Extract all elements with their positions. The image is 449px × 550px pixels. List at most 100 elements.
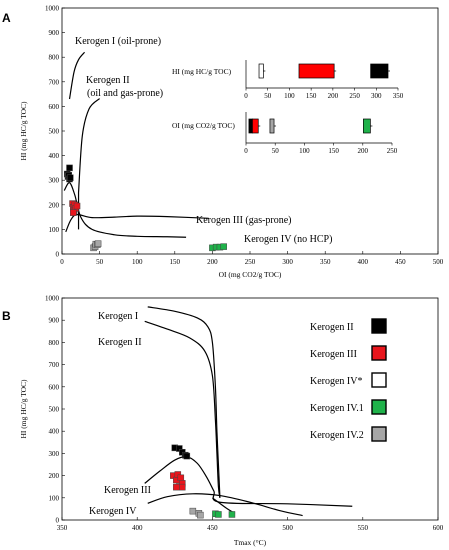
y-tick-label: 0 [56,251,60,259]
x-tick-label: 600 [433,524,444,532]
point-kerogen-iv-1 [228,511,236,518]
inset-tick-label: 250 [349,92,360,100]
inset-tick-label: 200 [358,147,369,155]
x-tick-label: 250 [245,258,256,266]
point-kerogen-ii [67,174,74,181]
y-tick-label: 900 [49,317,60,325]
x-tick-label: 550 [358,524,369,532]
inset-oi-ticks: 0 50 100 150 200 250 [244,143,398,155]
inset-bar-kerogen-iii [252,118,259,134]
y-tick-label: 900 [49,29,60,37]
y-tick-label: 800 [49,339,60,347]
panel-a-points [64,164,227,252]
x-tick-label: 400 [358,258,369,266]
x-tick-label: 100 [132,258,143,266]
inset-oi-label: OI (mg CO2/g TOC) [172,121,235,130]
point-kerogen-iii [73,202,81,210]
panel-b-points [170,444,236,519]
panel-a-y-ticks: 0 100 200 300 400 500 600 700 800 900 1000 [45,5,65,259]
inset-tick-label: 50 [264,92,272,100]
legend-swatch-kerogen-iv [371,372,387,388]
x-tick-label: 450 [395,258,406,266]
curve-k2lower [63,182,187,238]
curve-k3 [144,456,353,507]
x-tick-label: 200 [207,258,218,266]
y-tick-label: 200 [49,472,60,480]
point-kerogen-ii [66,164,73,172]
point-kerogen-iv-1 [220,243,227,250]
curve-k4 [147,493,303,517]
inset-tick-label: 0 [244,147,248,155]
point-kerogen-iv-2 [189,507,197,515]
legend-label-kerogen-iii: Kerogen III [310,349,357,360]
panel-b: B 0 100 200 300 400 500 600 700 800 900 1000 350 40… [2,295,444,548]
label-kerogen-ii: Kerogen II [86,75,130,86]
point-kerogen-iii [70,209,77,216]
point-kerogen-ii [183,452,191,460]
inset-hi: HI (mg HC/g TOC) 0 50 100 150 200 250 300 350 [172,60,404,100]
panel-b-x-ticks: 350 400 450 500 550 600 [57,517,444,532]
point-kerogen-iii [179,483,186,491]
inset-tick-label: 150 [306,92,317,100]
x-tick-label: 450 [207,524,218,532]
point-kerogen-iii [173,483,180,491]
x-tick-label: 350 [57,524,68,532]
panel-b-label: B [2,309,11,323]
y-tick-label: 300 [49,450,60,458]
inset-hi-ticks: 0 50 100 150 200 250 300 350 [244,88,404,100]
y-tick-label: 100 [49,226,60,234]
y-tick-label: 0 [56,517,60,525]
inset-tick-label: 250 [387,147,398,155]
inset-bar-kerogen-iv-1 [363,118,371,134]
y-tick-label: 100 [49,494,60,502]
inset-tick-label: 150 [328,147,339,155]
y-tick-label: 500 [49,406,60,414]
inset-tick-label: 300 [371,92,382,100]
label-kerogen-i-oil-prone: Kerogen I (oil-prone) [75,36,161,47]
inset-bar-kerogen-iv-2 [269,118,275,134]
point-kerogen-iv-2 [197,511,204,519]
curve-k1 [147,306,221,498]
x-tick-label: 0 [60,258,64,266]
y-tick-label: 600 [49,103,60,111]
x-tick-label: 500 [433,258,444,266]
curve-k2 [144,320,221,498]
x-tick-label: 150 [170,258,181,266]
point-kerogen-iii [177,474,185,482]
inset-tick-label: 100 [299,147,310,155]
legend-swatch-kerogen-iii [371,345,387,361]
x-tick-label: 300 [282,258,293,266]
inset-hi-label: HI (mg HC/g TOC) [172,67,232,76]
y-tick-label: 700 [49,78,60,86]
label-kerogen-iv: Kerogen IV [89,506,137,517]
inset-hi-bars [258,63,391,79]
x-tick-label: 350 [320,258,331,266]
panel-b-y-ticks: 0 100 200 300 400 500 600 700 800 900 1000 [45,295,65,525]
panel-a-x-axis-label: OI (mg CO2/g TOC) [219,270,282,279]
x-tick-label: 400 [132,524,143,532]
y-tick-label: 600 [49,383,60,391]
label-kerogen-i: Kerogen I [98,311,138,322]
label-kerogen-iii-gas-prone: Kerogen III (gas-prone) [196,215,292,226]
label-kerogen-ii: Kerogen II [98,337,142,348]
y-tick-label: 800 [49,54,60,62]
panel-a-x-ticks: 0 50 100 150 200 250 300 350 400 450 500 [60,251,444,266]
legend-label-kerogen-iv-1: Kerogen IV.1 [310,403,364,414]
panel-a-label: A [2,11,11,25]
y-tick-label: 400 [49,152,60,160]
x-tick-label: 50 [96,258,104,266]
y-tick-label: 300 [49,177,60,185]
inset-bar-kerogen-ii [370,63,389,79]
point-kerogen-iv-1 [215,511,222,518]
inset-bar-kerogen-ii [248,118,253,134]
inset-tick-label: 50 [272,147,280,155]
legend-label-kerogen-iv: Kerogen IV* [310,376,362,387]
curve-k1 [68,51,86,100]
inset-tick-label: 350 [393,92,404,100]
point-kerogen-iv-2 [94,240,102,247]
panel-b-y-axis-label: HI (mg HC/g TOC) [19,379,28,439]
y-tick-label: 1000 [45,5,60,13]
panel-a-y-axis-label: HI (mg HC/g TOC) [19,101,28,161]
